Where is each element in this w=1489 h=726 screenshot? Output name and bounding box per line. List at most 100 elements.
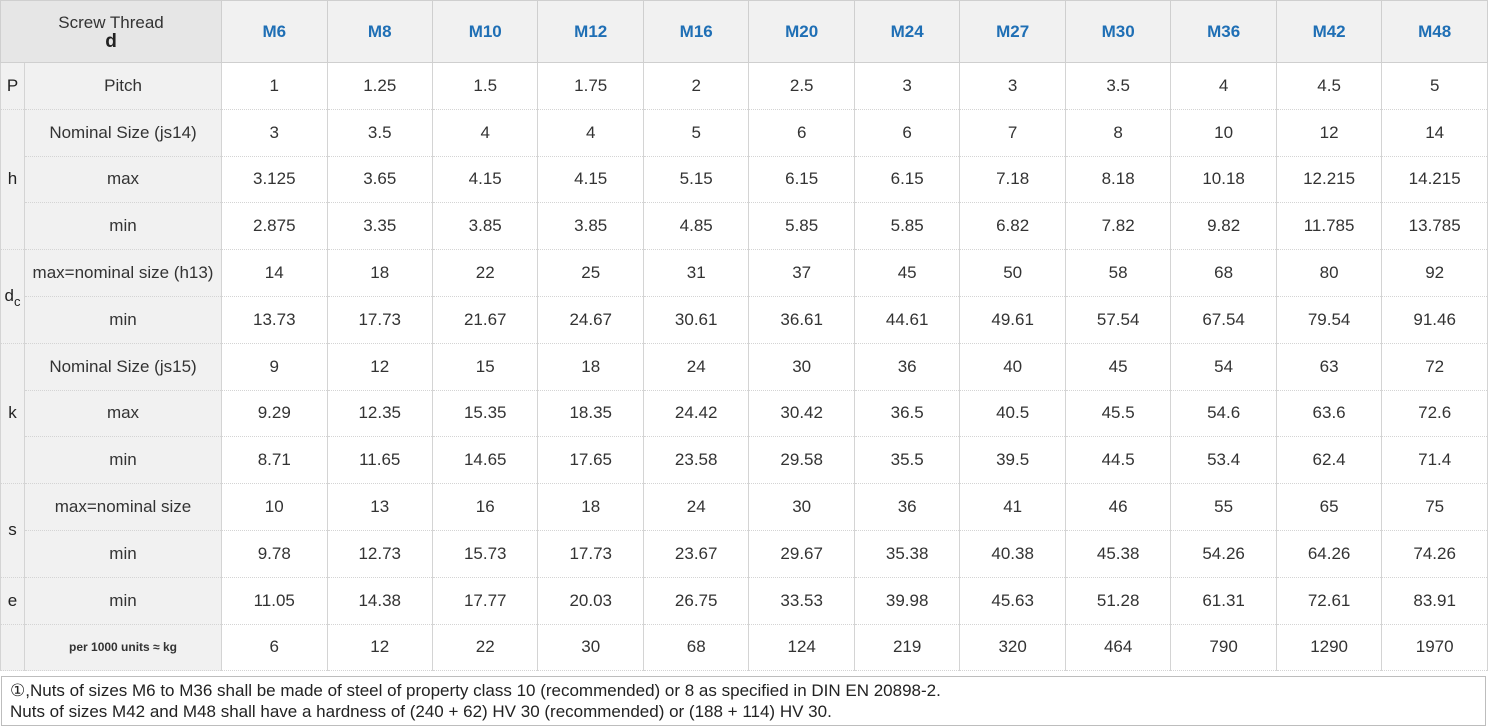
value-cell: 6.82	[959, 202, 1066, 251]
row-label: max=nominal size (h13)	[23, 249, 223, 297]
row-label: min	[23, 295, 223, 344]
value-cell: 13.785	[1381, 202, 1488, 251]
size-header: M27	[959, 0, 1066, 63]
value-cell: 50	[959, 249, 1066, 297]
value-cell: 80	[1275, 249, 1383, 297]
value-cell: 8	[1064, 108, 1172, 157]
value-cell: 45.63	[959, 576, 1066, 625]
value-cell: 63	[1275, 342, 1383, 391]
value-cell: 31	[642, 249, 750, 297]
value-cell: 53.4	[1170, 436, 1277, 485]
value-cell: 6	[221, 623, 328, 672]
symbol-h: h	[0, 108, 25, 251]
value-cell: 18	[537, 483, 644, 531]
value-cell: 18.35	[537, 389, 644, 438]
value-cell: 45.5	[1064, 389, 1172, 438]
row-label: max	[23, 155, 223, 204]
row-label: Nominal Size (js14)	[23, 108, 223, 157]
size-header: M10	[431, 0, 539, 63]
row-label: max	[23, 389, 223, 438]
value-cell: 30.61	[642, 295, 750, 344]
value-cell: 9	[221, 342, 328, 391]
symbol-k: k	[0, 342, 25, 485]
value-cell: 790	[1170, 623, 1277, 672]
value-cell: 35.5	[853, 436, 961, 485]
size-header: M12	[537, 0, 644, 63]
value-cell: 14.38	[326, 576, 433, 625]
value-cell: 91.46	[1381, 295, 1488, 344]
size-header: M48	[1381, 0, 1488, 63]
value-cell: 41	[959, 483, 1066, 531]
row-label: Nominal Size (js15)	[23, 342, 223, 391]
nut-dimensions-table: Screw Thread d M6 M8 M10 M12 M16 M20 M24…	[0, 0, 1488, 672]
value-cell: 9.82	[1170, 202, 1277, 251]
size-header: M42	[1275, 0, 1383, 63]
table-row: s max=nominal size 10 13 16 18 24 30 36 41 46 55 65 7…	[0, 483, 1488, 578]
value-cell: 26.75	[642, 576, 750, 625]
value-cell: 25	[537, 249, 644, 297]
row-label: Pitch	[23, 62, 223, 110]
value-cell: 58	[1064, 249, 1172, 297]
value-cell: 49.61	[959, 295, 1066, 344]
value-cell: 17.73	[537, 529, 644, 578]
value-cell: 7.18	[959, 155, 1066, 204]
value-cell: 219	[853, 623, 961, 672]
value-cell: 2.875	[221, 202, 328, 251]
value-cell: 29.67	[748, 529, 855, 578]
value-cell: 12	[1275, 108, 1383, 157]
value-cell: 24.67	[537, 295, 644, 344]
header-row: Screw Thread d M6 M8 M10 M12 M16 M20 M24…	[0, 0, 1488, 63]
value-cell: 45	[1064, 342, 1172, 391]
value-cell: 14.65	[431, 436, 539, 485]
value-cell: 6	[748, 108, 855, 157]
value-cell: 55	[1170, 483, 1277, 531]
value-cell: 6.15	[748, 155, 855, 204]
value-cell: 30	[748, 483, 855, 531]
value-cell: 79.54	[1275, 295, 1383, 344]
value-cell: 46	[1064, 483, 1172, 531]
value-cell: 15.35	[431, 389, 539, 438]
row-label: min	[23, 202, 223, 251]
value-cell: 2	[642, 62, 750, 110]
value-cell: 3.35	[326, 202, 433, 251]
value-cell: 14	[221, 249, 328, 297]
table-row: min 8.71 11.65 14.65 17.65 23.58 29.58 35.5 39.5…	[1, 436, 1488, 485]
value-cell: 4	[1170, 62, 1277, 110]
value-cell: 30.42	[748, 389, 855, 438]
size-header: M30	[1064, 0, 1172, 63]
value-cell: 17.77	[431, 576, 539, 625]
value-cell: 29.58	[748, 436, 855, 485]
value-cell: 124	[748, 623, 855, 672]
symbol-e: e	[0, 576, 25, 625]
row-label: min	[23, 576, 223, 625]
value-cell: 15	[431, 342, 539, 391]
value-cell: 44.61	[853, 295, 961, 344]
value-cell: 18	[326, 249, 433, 297]
value-cell: 7	[959, 108, 1066, 157]
table-row: k Nominal Size (js15) 9 12 15 18 24 30 36 40 45 54 6…	[0, 342, 1488, 485]
value-cell: 12.35	[326, 389, 433, 438]
value-cell: 12	[326, 623, 433, 672]
value-cell: 51.28	[1064, 576, 1172, 625]
table-row: e min 11.05 14.38 17.77 20.03 26.75 33.53 39.98 4…	[0, 576, 1488, 625]
value-cell: 40.38	[959, 529, 1066, 578]
value-cell: 72.61	[1275, 576, 1383, 625]
value-cell: 24	[642, 342, 750, 391]
value-cell: 54	[1170, 342, 1277, 391]
value-cell: 3.5	[1064, 62, 1172, 110]
value-cell: 92	[1381, 249, 1488, 297]
table-row: h Nominal Size (js14) 3 3.5 4 4 5 6 6 7 8 10 12 14	[0, 108, 1488, 251]
value-cell: 62.4	[1275, 436, 1383, 485]
value-cell: 4.5	[1275, 62, 1383, 110]
value-cell: 35.38	[853, 529, 961, 578]
size-header: M16	[642, 0, 750, 63]
value-cell: 10.18	[1170, 155, 1277, 204]
symbol-P: P	[0, 62, 25, 110]
value-cell: 7.82	[1064, 202, 1172, 251]
value-cell: 1.25	[326, 62, 433, 110]
value-cell: 18	[537, 342, 644, 391]
value-cell: 5.85	[853, 202, 961, 251]
value-cell: 54.26	[1170, 529, 1277, 578]
value-cell: 12	[326, 342, 433, 391]
value-cell: 61.31	[1170, 576, 1277, 625]
